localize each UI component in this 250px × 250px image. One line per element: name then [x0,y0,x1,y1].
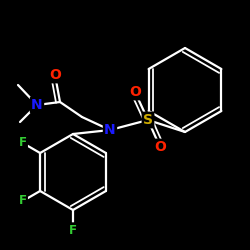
Text: N: N [31,98,43,112]
Text: O: O [49,68,61,82]
Text: F: F [19,194,27,207]
Text: F: F [19,136,27,149]
Text: O: O [154,140,166,154]
Text: N: N [104,123,116,137]
Text: F: F [69,224,77,236]
Text: O: O [129,85,141,99]
Text: S: S [143,113,153,127]
